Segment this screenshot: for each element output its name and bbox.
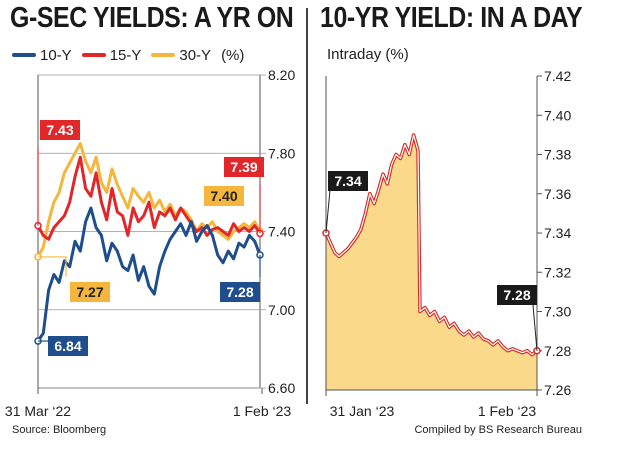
series-line-15-y xyxy=(36,155,262,241)
label-30y-end-box xyxy=(204,186,244,206)
label-10y-start-box xyxy=(48,336,88,356)
label-leader-30y-start xyxy=(38,256,67,277)
intraday-line-inner xyxy=(325,134,538,356)
right-y-tick-label: 7.42 xyxy=(544,68,571,84)
right-y-tick-label: 7.38 xyxy=(544,147,571,163)
label-10y-start: 6.84 xyxy=(54,338,81,354)
source-note: Source: Bloomberg xyxy=(12,424,107,436)
label-15y-end-box xyxy=(224,157,264,177)
right-y-tick-label: 7.34 xyxy=(544,225,571,241)
right-chart-subtitle: Intraday (%) xyxy=(327,46,409,63)
series-line-10-y xyxy=(36,206,262,343)
right-y-tick-label: 7.32 xyxy=(544,264,571,280)
right-y-tick-label: 7.26 xyxy=(544,382,571,398)
label-15y-start-box xyxy=(40,120,80,140)
intraday-end-label: 7.28 xyxy=(503,287,530,303)
left-y-tick-label: 7.00 xyxy=(268,302,295,318)
label-10y-end: 7.28 xyxy=(226,284,253,300)
right-chart-title: 10-YR YIELD: IN A DAY xyxy=(320,2,583,34)
left-y-tick-label: 6.60 xyxy=(268,380,295,396)
right-x-tick-label: 31 Jan ‘23 xyxy=(330,403,395,419)
right-x-tick-label: 1 Feb ‘23 xyxy=(478,403,537,419)
intraday-end-label-box xyxy=(497,285,537,305)
legend-swatch-10y xyxy=(12,53,36,57)
legend-item-10y: 10-Y xyxy=(12,47,72,64)
left-chart-title: G-SEC YIELDS: A YR ON xyxy=(10,2,294,34)
legend: 10-Y 15-Y 30-Y (%) xyxy=(12,44,244,66)
legend-swatch-15y xyxy=(81,53,106,57)
intraday-start-label: 7.34 xyxy=(334,173,361,189)
panel-divider xyxy=(306,8,308,404)
left-x-tick-label: 31 Mar ‘22 xyxy=(5,403,71,419)
legend-item-30y: 30-Y xyxy=(151,47,211,64)
right-y-tick-label: 7.40 xyxy=(544,107,571,123)
legend-swatch-30y xyxy=(151,53,176,57)
left-x-tick-label: 1 Feb ‘23 xyxy=(233,403,292,419)
label-10y-end-box xyxy=(220,282,260,302)
series-line-30-y xyxy=(36,142,262,259)
label-30y-start-box xyxy=(70,282,110,302)
legend-label-30y: 30-Y xyxy=(179,46,212,64)
left-y-tick-label: 7.40 xyxy=(268,224,295,240)
right-y-tick-label: 7.28 xyxy=(544,343,571,359)
credit-note: Compiled by BS Research Bureau xyxy=(414,424,582,436)
legend-unit: (%) xyxy=(221,46,245,64)
right-y-tick-label: 7.30 xyxy=(544,304,571,320)
legend-item-15y: 15-Y xyxy=(81,46,142,64)
label-30y-end: 7.40 xyxy=(210,188,237,204)
intraday-end-leader xyxy=(532,304,538,351)
label-15y-start: 7.43 xyxy=(46,122,73,138)
legend-label-10y: 10-Y xyxy=(40,46,72,64)
intraday-area-fill xyxy=(326,134,537,390)
label-15y-end: 7.39 xyxy=(230,159,257,175)
legend-label-15y: 15-Y xyxy=(109,46,142,64)
intraday-start-leader xyxy=(325,189,331,234)
right-y-tick-label: 7.36 xyxy=(544,186,571,202)
left-y-tick-label: 7.80 xyxy=(268,145,295,161)
label-30y-start: 7.27 xyxy=(76,284,103,300)
left-y-tick-label: 8.20 xyxy=(268,67,295,83)
intraday-start-label-box xyxy=(328,171,368,191)
